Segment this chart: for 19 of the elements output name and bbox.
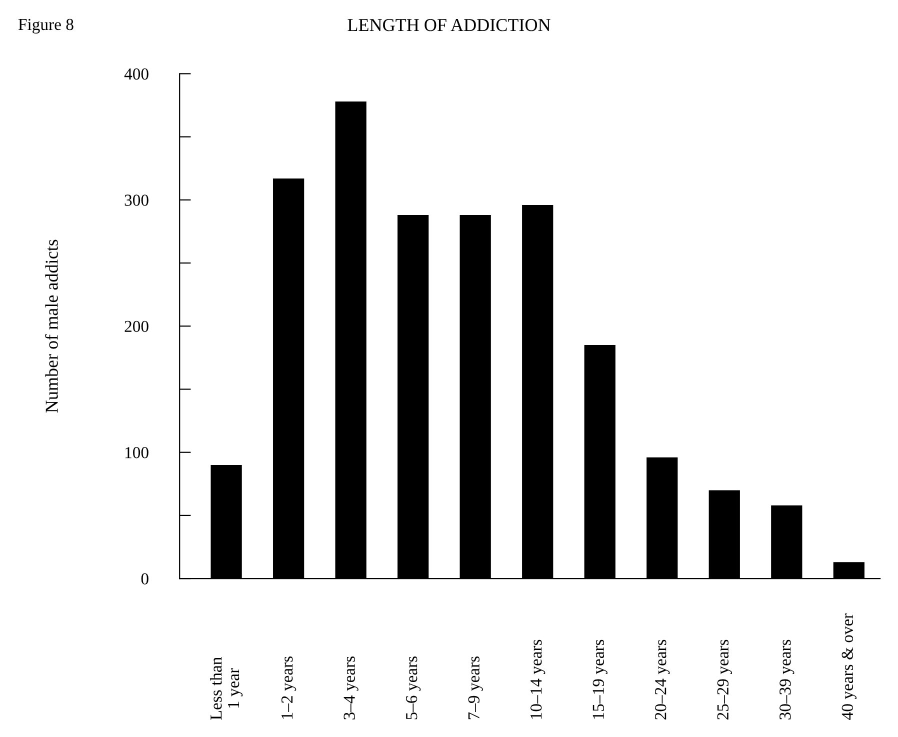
- x-tick-label: 40 years & over: [842, 613, 856, 720]
- x-tick-label: 10–14 years: [530, 640, 546, 719]
- x-tick-label: 7–9 years: [468, 656, 483, 720]
- y-axis-title: Number of male addicts: [44, 240, 58, 413]
- x-tick-label: 20–24 years: [655, 640, 670, 720]
- x-tick-label: 1–2 years: [281, 656, 296, 719]
- x-tick-label: 15–19 years: [592, 640, 608, 719]
- y-tick-label: 100: [126, 447, 148, 458]
- caption: Figure 8: [18, 18, 74, 34]
- y-tick-label: 400: [124, 68, 148, 80]
- x-tick-label: 3–4 years: [344, 656, 358, 720]
- y-tick-label: 0: [141, 573, 148, 584]
- x-tick-label: 30–39 years: [780, 640, 794, 720]
- chart-title: LENGTH OF ADDICTION: [348, 19, 550, 32]
- x-tick-label: 25–29 years: [717, 640, 732, 720]
- y-tick-label: 300: [124, 194, 148, 206]
- x-tick-label: Less than 1 year: [210, 657, 243, 720]
- y-tick-label: 200: [124, 320, 148, 332]
- x-tick-label: 5–6 years: [406, 656, 421, 720]
